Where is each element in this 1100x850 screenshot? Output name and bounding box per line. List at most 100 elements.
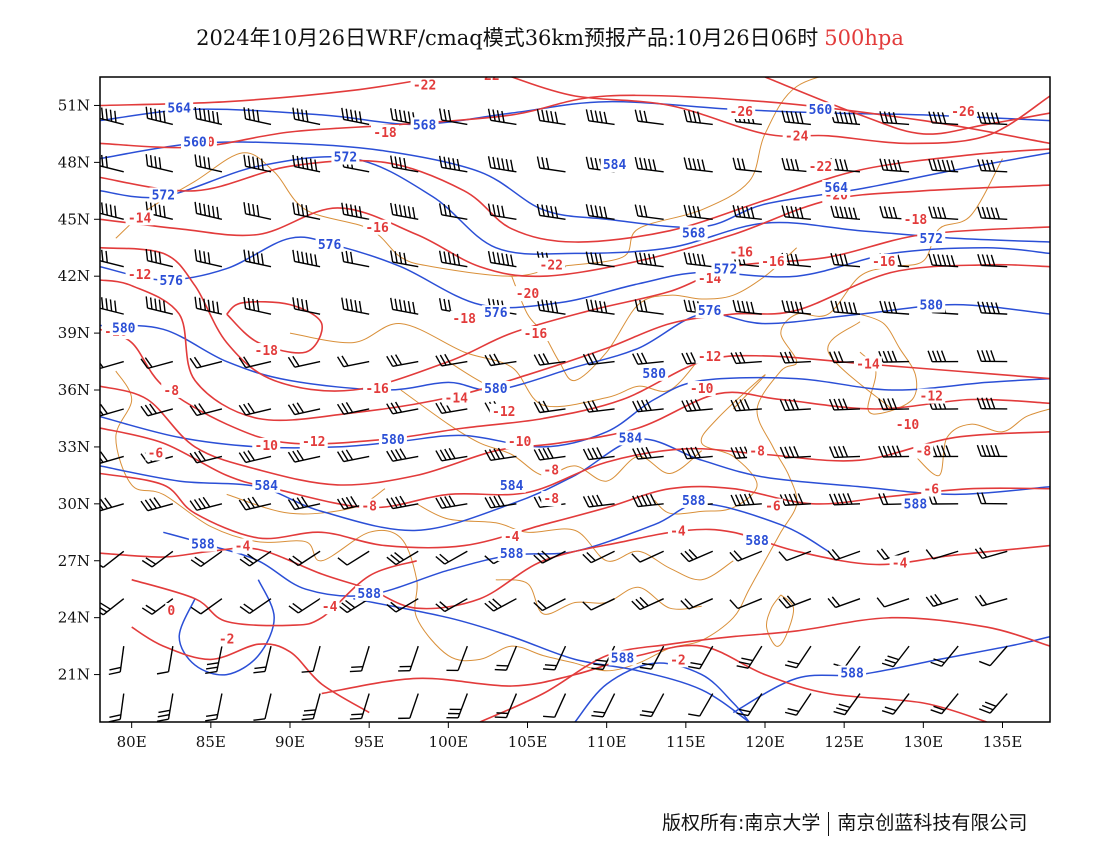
barb-feather	[144, 499, 153, 510]
barb-feather	[412, 206, 416, 219]
barb-feather	[198, 497, 207, 509]
wind-barb	[100, 297, 124, 315]
barb-feather	[603, 111, 608, 124]
barb-feather	[398, 204, 403, 217]
barb-feather	[981, 254, 987, 266]
barb-feather	[639, 110, 644, 122]
wind-barb	[390, 155, 419, 173]
wind-barb	[386, 598, 419, 613]
temperature-isotherm	[100, 427, 1050, 509]
barb-feather	[833, 398, 840, 411]
height-label-bg	[600, 157, 629, 173]
wind-barb	[688, 645, 714, 670]
barb-feather	[978, 660, 991, 667]
barb-feather	[784, 493, 791, 506]
wind-barb	[145, 154, 173, 173]
temperature-label: -16	[730, 245, 754, 260]
temperature-isotherm	[100, 184, 1050, 278]
barb-feather	[550, 205, 554, 218]
barb-feather	[884, 706, 897, 712]
barb-feather	[252, 109, 256, 121]
barb-feather	[439, 354, 447, 366]
barb-feather	[256, 157, 260, 170]
barb-feather	[533, 401, 541, 413]
temperature-label-bg	[450, 310, 479, 326]
boundary-line	[915, 408, 1050, 477]
wind-barb	[632, 399, 664, 413]
barb-feather	[833, 493, 840, 505]
map-title: 2024年10月26日WRF/cmaq模式36km预报产品:10月26日06时 5…	[0, 22, 1100, 52]
wind-barb	[435, 447, 468, 462]
barb-feather	[444, 448, 452, 460]
barb-feather	[447, 299, 452, 312]
barb-feather	[596, 494, 603, 506]
wind-barb	[156, 693, 174, 722]
lon-label: 110E	[587, 733, 627, 751]
wind-barb	[681, 446, 713, 460]
wind-barb	[833, 693, 861, 716]
barb-feather	[932, 159, 938, 171]
barb-feather	[153, 497, 162, 508]
barb-feather	[643, 252, 648, 265]
wind-barb	[100, 107, 124, 126]
barb-feather	[109, 666, 122, 671]
barb-feather	[456, 158, 461, 171]
wind-barb	[238, 496, 272, 511]
barb-feather	[990, 159, 996, 172]
lat-label: 39N	[58, 324, 90, 342]
wind-barb	[140, 357, 174, 370]
barb-feather	[781, 205, 786, 217]
barb-feather	[211, 110, 215, 123]
barb-feather	[287, 499, 296, 510]
barb-feather	[484, 449, 492, 461]
barb-feather	[394, 449, 403, 460]
barb-feather	[730, 399, 737, 412]
barb-feather	[839, 206, 844, 219]
barb-feather	[641, 399, 648, 412]
wind-barb	[631, 550, 664, 563]
barb-feather	[253, 670, 266, 674]
barb-staff	[554, 693, 567, 718]
wind-barb	[341, 202, 370, 220]
barb-feather	[790, 158, 795, 171]
height-label: 588	[611, 651, 635, 666]
barb-feather	[533, 554, 543, 564]
barb-feather	[834, 300, 840, 313]
height-label: 564	[167, 101, 191, 116]
barb-feather	[496, 110, 501, 122]
barb-feather	[496, 712, 509, 715]
barb-feather	[781, 300, 786, 312]
barb-feather	[492, 156, 496, 169]
wind-barb	[732, 299, 762, 315]
wind-barb	[238, 450, 272, 464]
temperature-label-bg	[695, 348, 724, 364]
barb-feather	[784, 399, 791, 411]
height-label: 580	[484, 382, 508, 397]
temperature-isotherm	[131, 560, 417, 627]
barb-feather	[444, 496, 452, 508]
barb-feather	[488, 354, 496, 366]
temperature-label-bg	[473, 77, 502, 83]
height-label-bg	[252, 477, 281, 493]
barb-feather	[542, 448, 550, 460]
barb-feather	[207, 157, 211, 170]
barb-feather	[645, 446, 652, 459]
barb-feather	[784, 711, 797, 716]
temperature-label: -18	[904, 213, 928, 228]
barb-feather	[794, 159, 800, 171]
barb-feather	[145, 557, 157, 565]
barb-feather	[641, 447, 648, 459]
wind-barb	[100, 497, 124, 512]
barb-feather	[390, 554, 401, 563]
lat-label: 48N	[58, 153, 90, 171]
barb-feather	[981, 206, 987, 219]
height-contour	[100, 303, 1050, 392]
barb-feather	[828, 398, 835, 411]
barb-feather	[937, 159, 942, 171]
barb-feather	[793, 398, 800, 410]
temperature-label-bg	[363, 381, 392, 397]
barb-feather	[681, 352, 688, 365]
barb-staff	[200, 598, 223, 615]
barb-feather	[435, 450, 443, 462]
temperature-label-bg	[371, 124, 399, 140]
